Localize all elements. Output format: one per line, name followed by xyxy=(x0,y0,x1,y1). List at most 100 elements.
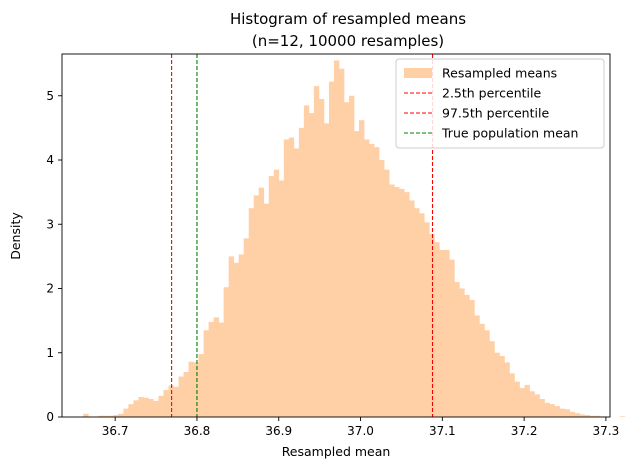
histogram-bar xyxy=(534,394,540,417)
histogram-bar xyxy=(108,415,114,417)
legend-item-resampled-means: Resampled means xyxy=(404,66,557,81)
histogram-bar xyxy=(544,402,550,417)
histogram-bar xyxy=(374,147,380,417)
histogram-bar xyxy=(173,386,179,417)
histogram-bar xyxy=(233,262,240,417)
x-tick-label: 36.8 xyxy=(184,424,211,438)
histogram-bar xyxy=(178,376,184,417)
x-axis-ticks: 36.7 36.8 36.9 37.0 37.1 37.2 37.3 xyxy=(102,417,619,438)
histogram-bar xyxy=(514,381,520,417)
histogram-bar xyxy=(168,385,174,417)
histogram-bar xyxy=(409,200,415,417)
y-axis-ticks: 0 1 2 3 4 5 xyxy=(46,89,62,424)
x-tick-label: 36.9 xyxy=(265,424,292,438)
histogram-bar xyxy=(193,362,199,417)
histogram-bar xyxy=(123,408,129,417)
histogram-bar xyxy=(293,148,300,417)
histogram-bar xyxy=(364,139,370,417)
histogram-bar xyxy=(253,195,260,417)
histogram-bar xyxy=(459,288,465,417)
histogram-bar xyxy=(268,176,275,417)
legend-item-true-mean: True population mean xyxy=(404,126,578,141)
histogram-bar xyxy=(98,415,104,417)
histogram-bar xyxy=(389,184,395,417)
histogram-bar xyxy=(323,123,330,417)
histogram-bar xyxy=(359,120,365,418)
x-tick-label: 37.1 xyxy=(429,424,456,438)
x-tick-label: 37.3 xyxy=(593,424,620,438)
histogram-bar xyxy=(158,395,164,417)
histogram-bar xyxy=(549,404,555,417)
plot-frame xyxy=(61,53,611,418)
legend-swatch xyxy=(404,68,432,78)
histogram-bar xyxy=(83,413,89,417)
histogram-bar xyxy=(318,98,325,417)
histogram-bar xyxy=(524,384,530,417)
histogram-bar xyxy=(183,372,189,417)
histogram-bar xyxy=(228,256,235,417)
histogram-bar xyxy=(354,131,360,417)
y-tick-label: 3 xyxy=(46,217,54,231)
histogram-bar xyxy=(153,400,159,417)
histogram-bar xyxy=(343,102,350,417)
histogram-bar xyxy=(118,413,124,417)
histogram-bar xyxy=(414,208,420,417)
histogram-bar xyxy=(494,352,500,417)
histogram-bar xyxy=(143,397,149,417)
histogram-bar xyxy=(203,330,209,417)
histogram-bar xyxy=(579,414,585,417)
histogram-bar xyxy=(519,388,525,417)
histogram-bar xyxy=(439,249,445,417)
histogram-bar xyxy=(589,415,596,417)
histogram-bar xyxy=(469,300,475,417)
histogram-bar xyxy=(499,355,505,417)
histogram-bar xyxy=(298,127,305,417)
legend-item-97-5th-percentile: 97.5th percentile xyxy=(404,106,549,121)
histogram-bar xyxy=(113,415,119,417)
histogram-bar xyxy=(424,222,430,417)
histogram-bar xyxy=(384,169,390,417)
histogram-bar xyxy=(479,323,485,417)
y-tick-label: 5 xyxy=(46,89,54,103)
x-tick-label: 37.2 xyxy=(511,424,538,438)
histogram-bar xyxy=(198,354,204,417)
histogram-bar xyxy=(444,249,450,417)
histogram-bar xyxy=(419,213,425,417)
histogram-bar xyxy=(504,362,510,417)
histogram-bar xyxy=(594,415,601,417)
histogram-bar xyxy=(484,330,490,417)
histogram-bar xyxy=(584,415,590,417)
histogram-bar xyxy=(218,322,224,417)
histogram-bars xyxy=(83,60,626,418)
histogram-bar xyxy=(379,160,385,417)
histogram-bar xyxy=(313,86,320,418)
histogram-bar xyxy=(554,406,560,417)
chart-title: Histogram of resampled means xyxy=(230,10,466,28)
histogram-bar xyxy=(349,95,355,417)
histogram-bar xyxy=(509,373,515,417)
x-tick-label: 37.0 xyxy=(347,424,374,438)
histogram-bar xyxy=(263,203,270,417)
histogram-bar xyxy=(208,321,214,417)
histogram-bar xyxy=(559,408,565,417)
histogram-bar xyxy=(163,390,169,417)
histogram-bar xyxy=(434,242,440,417)
histogram-bar xyxy=(574,413,580,417)
histogram-bar xyxy=(128,404,134,417)
y-tick-label: 1 xyxy=(46,346,54,360)
histogram-bar xyxy=(243,238,250,417)
histogram-bar xyxy=(278,180,285,417)
histogram-bar xyxy=(474,315,480,417)
histogram-bar xyxy=(333,60,340,418)
legend-item-2-5th-percentile: 2.5th percentile xyxy=(404,86,541,101)
histogram-bar xyxy=(394,186,400,417)
histogram-bar xyxy=(338,68,345,417)
histogram-bar xyxy=(248,208,255,417)
histogram-bar xyxy=(464,294,470,417)
y-tick-label: 2 xyxy=(46,282,54,296)
histogram-bar xyxy=(288,137,295,417)
histogram-bar xyxy=(138,397,144,417)
legend-label: True population mean xyxy=(441,126,578,141)
histogram-bar xyxy=(258,187,265,417)
